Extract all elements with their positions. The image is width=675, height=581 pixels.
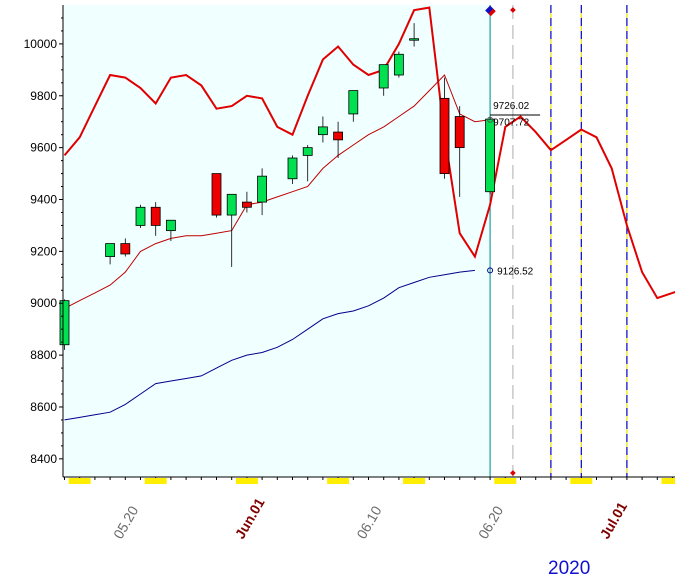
candle [211,173,222,216]
weekend-mark [68,478,91,484]
y-tick-label: 9600 [30,141,57,155]
ma-marker [487,116,494,123]
y-tick-label: 10000 [24,37,58,51]
x-tick-label: Jul.01 [596,499,630,542]
y-tick-label: 9000 [30,296,57,310]
candle [454,116,465,149]
band-marker [487,267,494,274]
candle [165,219,176,232]
weekend-mark [570,478,593,484]
x-tick-label: 06.10 [353,503,384,542]
candle [317,126,328,136]
candle [59,300,70,346]
x-tick-label: 06.20 [475,503,506,542]
candle [393,53,404,76]
history-shade [63,5,491,477]
candle [257,175,268,203]
y-tick-label: 9800 [30,89,57,103]
candle [348,90,359,115]
y-tick-label: 8600 [30,400,57,414]
x-tick-label: 05.20 [110,503,141,542]
y-tick-label: 8800 [30,348,57,362]
value-label: 9707.72 [493,118,530,129]
candle [135,206,146,226]
candle [120,243,131,255]
x-tick-label: Jun.01 [232,495,268,542]
candle [287,157,298,180]
weekend-mark [661,478,675,484]
candle [485,118,496,193]
candle [333,131,344,141]
year-label: 2020 [548,558,591,579]
y-tick-label: 9400 [30,193,57,207]
weekend-mark [327,478,350,484]
candle [226,193,237,216]
weekend-mark [494,478,517,484]
candle [378,64,389,89]
value-label: 9126.52 [497,266,534,277]
series-line-2 [64,269,475,421]
weekend-mark [144,478,167,484]
candle [409,38,420,41]
top-marker [510,7,516,13]
y-tick-label: 9200 [30,244,57,258]
candle [439,97,450,174]
candle [302,147,313,156]
value-label: 9726.02 [493,101,530,112]
y-tick-label: 8400 [30,452,57,466]
candle [241,201,252,208]
top-diamond-red [488,8,496,17]
candle [105,243,115,257]
weekend-mark [235,478,258,484]
series-line-0 [63,6,675,300]
series-line-1 [64,74,491,309]
weekend-mark [403,478,426,484]
bottom-marker [510,470,516,476]
candle [150,206,161,226]
